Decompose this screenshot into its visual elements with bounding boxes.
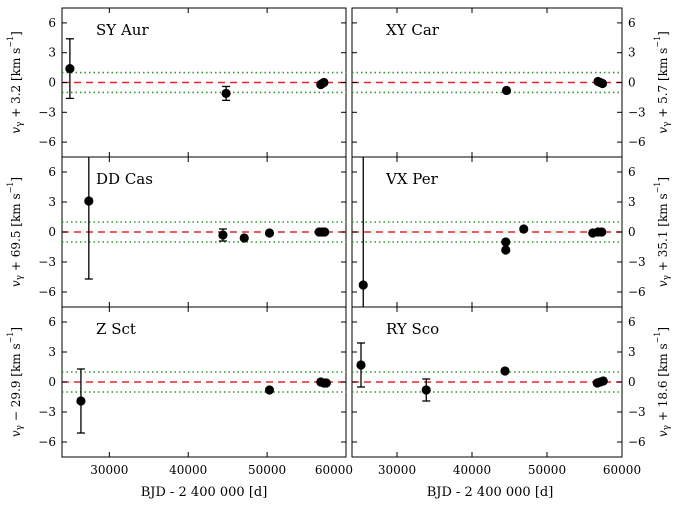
- data-points: [501, 76, 608, 96]
- data-point: [356, 360, 366, 370]
- data-point: [84, 196, 94, 206]
- data-points: [84, 157, 330, 280]
- x-tick-label: 30000: [90, 463, 128, 477]
- x-tick-label: 30000: [378, 463, 416, 477]
- data-point: [597, 78, 608, 89]
- panel-z-sct: −6 −3 0 3 6 30000 40000 50000 60000 Z Sct vγ − 29.…: [6, 306, 353, 477]
- panels: −6 −3 0 3 6 SY Aur vγ + 3.2 [km s−1] −6 −3 0 3 6 XY …: [6, 7, 672, 477]
- data-points: [356, 342, 608, 402]
- y-tick-label: −3: [38, 255, 56, 269]
- y-tick-label: −6: [38, 285, 56, 299]
- data-points: [358, 157, 607, 307]
- data-point: [500, 366, 510, 376]
- y-tick-label: 0: [628, 375, 636, 389]
- x-tick-label: 40000: [169, 463, 207, 477]
- data-point: [239, 233, 249, 243]
- data-point: [519, 224, 529, 234]
- y-tick-label: 0: [48, 375, 56, 389]
- y-tick-label: −6: [38, 135, 56, 149]
- panel-ry-sco: −6 −3 0 3 6 30000 40000 50000 60000 RY Sco vγ + 18…: [351, 306, 672, 477]
- data-point: [501, 237, 511, 247]
- x-tick-label: 60000: [315, 463, 353, 477]
- y-axis-label: vγ − 29.9 [km s−1]: [6, 327, 25, 437]
- y-axis-label: vγ + 5.7 [km s−1]: [653, 31, 672, 134]
- data-points: [76, 368, 331, 434]
- data-point: [597, 227, 607, 237]
- y-tick-label: −6: [628, 435, 646, 449]
- panel-title: VX Per: [385, 170, 439, 188]
- x-tick-label: 50000: [528, 463, 566, 477]
- y-tick-label: −6: [628, 135, 646, 149]
- data-point: [65, 63, 75, 74]
- data-point: [321, 378, 331, 388]
- y-tick-label: 6: [628, 16, 636, 30]
- x-tick-label: 40000: [453, 463, 491, 477]
- data-point: [598, 376, 608, 386]
- x-tick-label: 50000: [248, 463, 286, 477]
- panel-sy-aur: −6 −3 0 3 6 SY Aur vγ + 3.2 [km s−1]: [6, 7, 347, 158]
- y-tick-label: −3: [38, 105, 56, 119]
- y-tick-label: −3: [628, 405, 646, 419]
- y-tick-label: 0: [48, 225, 56, 239]
- y-tick-label: 0: [48, 76, 56, 90]
- y-tick-label: −3: [38, 405, 56, 419]
- y-tick-label: 3: [48, 46, 56, 60]
- panel-vx-per: −6 −3 0 3 6 VX Per vγ + 35.1 [km s−1]: [351, 156, 672, 308]
- data-point: [76, 396, 86, 406]
- y-tick-label: 3: [628, 46, 636, 60]
- y-axis-label: vγ + 3.2 [km s−1]: [6, 31, 25, 134]
- panel-title: SY Aur: [96, 21, 149, 39]
- x-axis-title-right: BJD - 2 400 000 [d]: [427, 485, 554, 500]
- panel-xy-car: −6 −3 0 3 6 XY Car vγ + 5.7 [km s−1]: [351, 7, 672, 158]
- y-axis-label: vγ + 18.6 [km s−1]: [653, 327, 672, 437]
- data-point: [320, 227, 330, 237]
- x-tick-label: 60000: [603, 463, 641, 477]
- panel-dd-cas: −6 −3 0 3 6 DD Cas vγ + 69.5 [km s−1]: [6, 156, 347, 308]
- y-tick-label: 6: [628, 165, 636, 179]
- x-axis-titles: BJD - 2 400 000 [d] BJD - 2 400 000 [d]: [141, 485, 554, 500]
- data-point: [501, 245, 511, 255]
- y-tick-label: 6: [48, 315, 56, 329]
- y-tick-label: 6: [48, 16, 56, 30]
- y-tick-label: −6: [38, 435, 56, 449]
- y-axis-label: vγ + 69.5 [km s−1]: [6, 177, 25, 287]
- data-points: [65, 38, 329, 102]
- y-axis-label: vγ + 35.1 [km s−1]: [653, 177, 672, 287]
- y-tick-label: −6: [628, 285, 646, 299]
- y-tick-label: 3: [628, 345, 636, 359]
- y-tick-label: 3: [48, 195, 56, 209]
- y-tick-label: −3: [628, 105, 646, 119]
- data-point: [264, 228, 275, 238]
- panel-title: DD Cas: [96, 170, 153, 188]
- data-point: [358, 280, 368, 290]
- data-point: [501, 85, 512, 96]
- y-tick-label: 6: [48, 165, 56, 179]
- panel-title: Z Sct: [96, 320, 136, 338]
- y-tick-label: 6: [628, 315, 636, 329]
- data-point: [218, 230, 228, 240]
- data-point: [264, 385, 275, 395]
- y-tick-label: 0: [628, 225, 636, 239]
- panel-title: RY Sco: [386, 320, 439, 338]
- data-point: [421, 385, 431, 395]
- panel-title: XY Car: [386, 21, 440, 39]
- data-point: [221, 88, 231, 99]
- y-tick-label: 3: [628, 195, 636, 209]
- x-axis-title-left: BJD - 2 400 000 [d]: [141, 485, 268, 500]
- y-tick-label: 0: [628, 76, 636, 90]
- y-tick-label: −3: [628, 255, 646, 269]
- data-point: [319, 77, 329, 88]
- y-tick-label: 3: [48, 345, 56, 359]
